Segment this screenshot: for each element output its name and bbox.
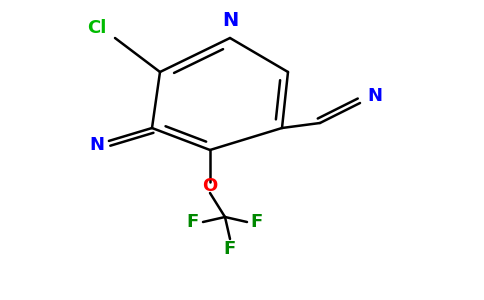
Text: F: F bbox=[187, 213, 199, 231]
Text: N: N bbox=[222, 11, 238, 31]
Text: F: F bbox=[224, 240, 236, 258]
Text: N: N bbox=[90, 136, 105, 154]
Text: O: O bbox=[202, 177, 218, 195]
Text: N: N bbox=[367, 87, 382, 105]
Text: Cl: Cl bbox=[87, 19, 106, 37]
Text: F: F bbox=[251, 213, 263, 231]
